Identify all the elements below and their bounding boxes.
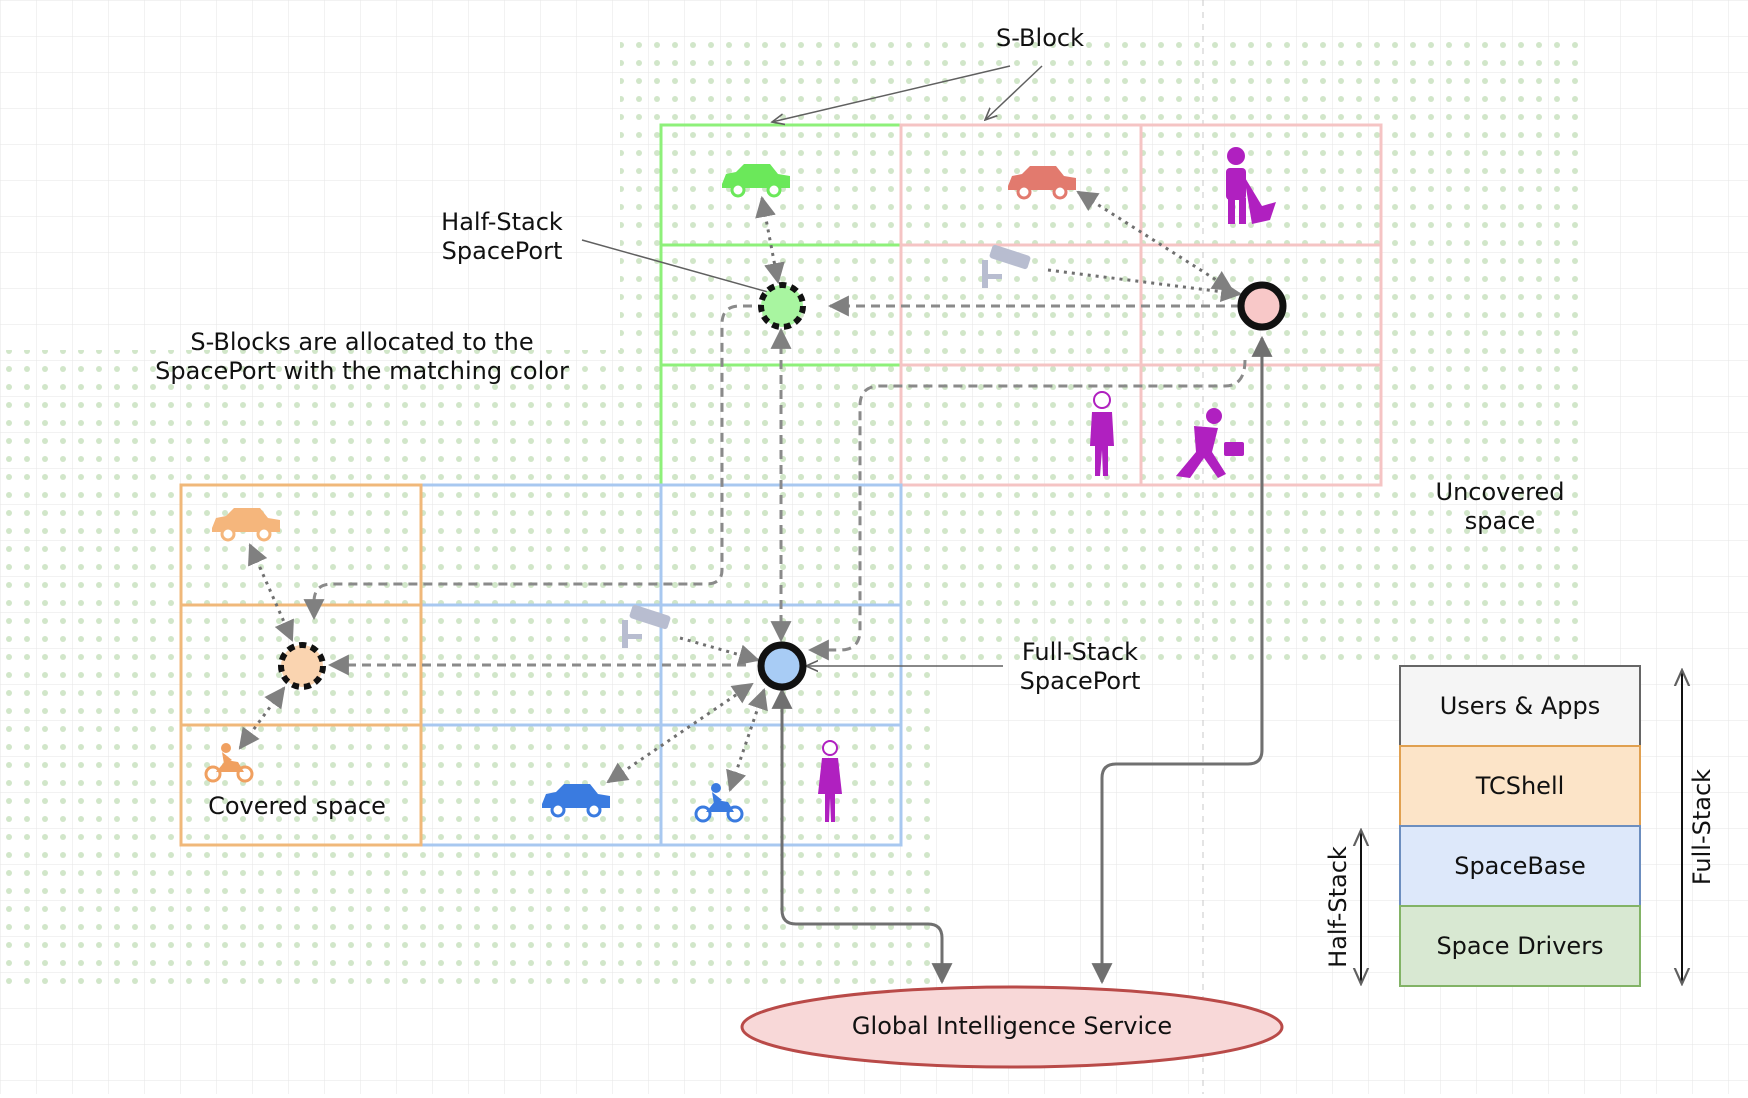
stack-layer-space-drivers-label: Space Drivers	[1436, 932, 1603, 960]
running-person-icon	[1176, 408, 1244, 478]
dotted-links	[238, 190, 1243, 792]
stack-layer-tcshell-label: TCShell	[1475, 772, 1565, 800]
half-stack-axis-label: Half-Stack	[1324, 846, 1352, 968]
uncovered-label-line1: Uncovered	[1436, 478, 1565, 506]
global-routes	[771, 335, 1273, 985]
s-block-label: S-Block	[996, 24, 1084, 52]
full-stack-axis-label: Full-Stack	[1688, 769, 1716, 885]
stack-layer-tcshell	[1399, 745, 1641, 827]
full-stack-label-line1: Full-Stack	[1022, 638, 1138, 666]
camera-icon	[622, 604, 671, 648]
half-stack-label-line2: SpacePort	[442, 237, 563, 265]
stack-layer-users-apps	[1399, 665, 1641, 747]
stack-layer-users-apps-label: Users & Apps	[1440, 692, 1601, 720]
orange-s-blocks	[179, 483, 423, 847]
car-icon	[1008, 166, 1076, 200]
full-stack-spaceport-blue	[757, 641, 807, 691]
woman-icon	[818, 740, 842, 822]
global-service-label: Global Intelligence Service	[852, 1012, 1172, 1040]
uncovered-label-line2: space	[1465, 507, 1535, 535]
person-icon	[1090, 391, 1114, 476]
motorbike-icon	[204, 743, 254, 783]
worker-icon	[1226, 147, 1276, 224]
allocation-note-line1: S-Blocks are allocated to the	[190, 328, 533, 356]
car-icon	[542, 784, 610, 818]
car-icon	[722, 164, 790, 198]
motorbike-icon	[694, 783, 744, 823]
camera-icon	[982, 244, 1031, 288]
stack-layer-spacebase	[1399, 825, 1641, 907]
stack-layer-spacebase-label: SpaceBase	[1454, 852, 1586, 880]
stack-legend: Users & Apps TCShell SpaceBase Space Dri…	[1324, 665, 1716, 987]
half-stack-spaceport-orange	[278, 642, 326, 690]
car-icon	[212, 508, 280, 542]
allocation-note-line2: SpacePort with the matching color	[155, 357, 569, 385]
half-stack-spaceport-green	[758, 282, 806, 330]
global-intelligence-service: Global Intelligence Service	[740, 985, 1284, 1069]
stack-layer-space-drivers	[1399, 905, 1641, 987]
label-pointers	[581, 65, 1043, 666]
half-stack-label-line1: Half-Stack	[441, 208, 563, 236]
covered-space-label: Covered space	[208, 792, 386, 820]
full-stack-spaceport-pink	[1237, 281, 1287, 331]
full-stack-label-line2: SpacePort	[1020, 667, 1141, 695]
